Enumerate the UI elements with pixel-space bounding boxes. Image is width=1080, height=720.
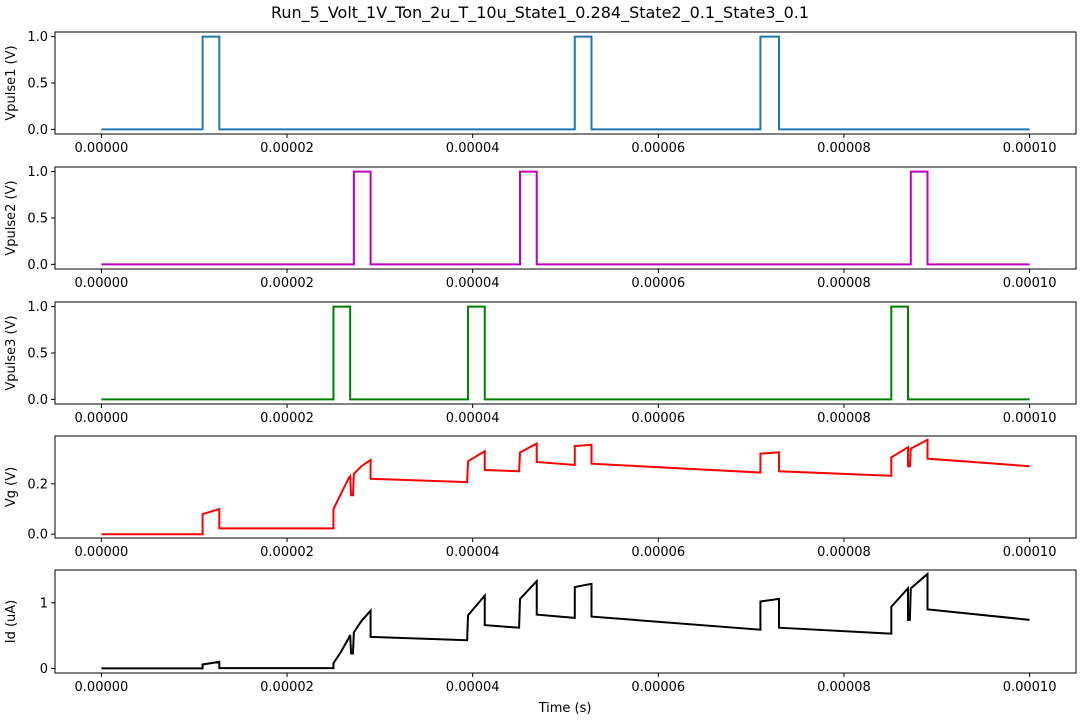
vpulse2-x-tick-label: 0.00008 (817, 276, 871, 291)
vg-y-tick-label: 0.2 (27, 477, 48, 492)
vg-plot-frame (54, 435, 1077, 539)
vpulse1-x-tick-label: 0.00004 (446, 141, 500, 156)
id-y-tick-label: 0 (40, 662, 48, 677)
vpulse2-series-line (101, 170, 1030, 266)
id-series-line (101, 571, 1030, 670)
vpulse2-x-tick-label: 0.00010 (1003, 276, 1057, 291)
id-x-tick-label: 0.00004 (446, 680, 500, 695)
vpulse1-series-line (101, 35, 1030, 131)
vpulse1-y-tick-label: 1.0 (27, 30, 48, 45)
id-plot-frame (54, 569, 1077, 674)
vpulse3-series-line (101, 305, 1030, 401)
vpulse3-x-tick-label: 0.00010 (1003, 411, 1057, 426)
id-x-tick-label: 0.00008 (817, 680, 871, 695)
vpulse1-y-tick-label: 0.5 (27, 77, 48, 92)
vpulse3-x-tick-label: 0.00000 (75, 411, 129, 426)
vg-x-tick-label: 0.00002 (260, 545, 314, 560)
vpulse2-y-tick-label: 0.0 (27, 258, 48, 273)
vg-series-line (101, 438, 1030, 536)
vpulse1-x-tick-label: 0.00002 (260, 141, 314, 156)
id-x-tick-label: 0.00010 (1003, 680, 1057, 695)
vg-y-axis-label: Vg (V) (4, 467, 19, 507)
vpulse1-y-axis-label: Vpulse1 (V) (4, 45, 19, 120)
vg-y-tick-label: 0.0 (27, 528, 48, 543)
vpulse3-x-tick-label: 0.00006 (631, 411, 685, 426)
vpulse3-x-tick-label: 0.00002 (260, 411, 314, 426)
id-x-tick-label: 0.00002 (260, 680, 314, 695)
vg-x-tick-label: 0.00004 (446, 545, 500, 560)
vg-x-tick-label: 0.00000 (75, 545, 129, 560)
vpulse3-y-axis-label: Vpulse3 (V) (4, 315, 19, 390)
vpulse2-plot-frame (54, 166, 1077, 270)
id-y-axis-label: Id (uA) (4, 600, 19, 644)
vpulse3-y-tick-label: 1.0 (27, 300, 48, 315)
vpulse2-y-axis-label: Vpulse2 (V) (4, 180, 19, 255)
vpulse2-x-tick-label: 0.00002 (260, 276, 314, 291)
vpulse1-plot-frame (54, 31, 1077, 135)
x-axis-label: Time (s) (538, 701, 592, 716)
id-x-tick-label: 0.00006 (631, 680, 685, 695)
vpulse1-y-tick-label: 0.0 (27, 123, 48, 138)
vpulse3-panel: 0.00000 0.00002 0.00004 0.00006 0.00008 0.000… (4, 300, 1077, 426)
vpulse3-y-tick-label: 0.0 (27, 393, 48, 408)
vpulse1-x-tick-label: 0.00008 (817, 141, 871, 156)
vpulse2-panel: 0.00000 0.00002 0.00004 0.00006 0.00008 0.000… (4, 165, 1077, 291)
vpulse2-x-tick-label: 0.00006 (631, 276, 685, 291)
vpulse1-x-tick-label: 0.00006 (631, 141, 685, 156)
vpulse2-y-tick-label: 0.5 (27, 212, 48, 227)
vpulse1-x-tick-label: 0.00000 (75, 141, 129, 156)
vpulse3-plot-frame (54, 301, 1077, 405)
id-panel: 0.00000 0.00002 0.00004 0.00006 0.00008 0.000… (4, 569, 1077, 695)
id-y-tick-label: 1 (40, 596, 48, 611)
vpulse2-x-tick-label: 0.00000 (75, 276, 129, 291)
vg-x-tick-label: 0.00008 (817, 545, 871, 560)
figure-title: Run_5_Volt_1V_Ton_2u_T_10u_State1_0.284_… (271, 3, 809, 23)
vpulse3-y-tick-label: 0.5 (27, 347, 48, 362)
vpulse2-y-tick-label: 1.0 (27, 165, 48, 180)
vpulse1-x-tick-label: 0.00010 (1003, 141, 1057, 156)
vpulse3-x-tick-label: 0.00004 (446, 411, 500, 426)
vpulse3-x-tick-label: 0.00008 (817, 411, 871, 426)
vg-x-tick-label: 0.00006 (631, 545, 685, 560)
vg-panel: 0.00000 0.00002 0.00004 0.00006 0.00008 0.000… (4, 435, 1077, 560)
vg-x-tick-label: 0.00010 (1003, 545, 1057, 560)
vpulse1-panel: 0.00000 0.00002 0.00004 0.00006 0.00008 0.000… (4, 30, 1077, 156)
vpulse2-x-tick-label: 0.00004 (446, 276, 500, 291)
id-x-tick-label: 0.00000 (75, 680, 129, 695)
